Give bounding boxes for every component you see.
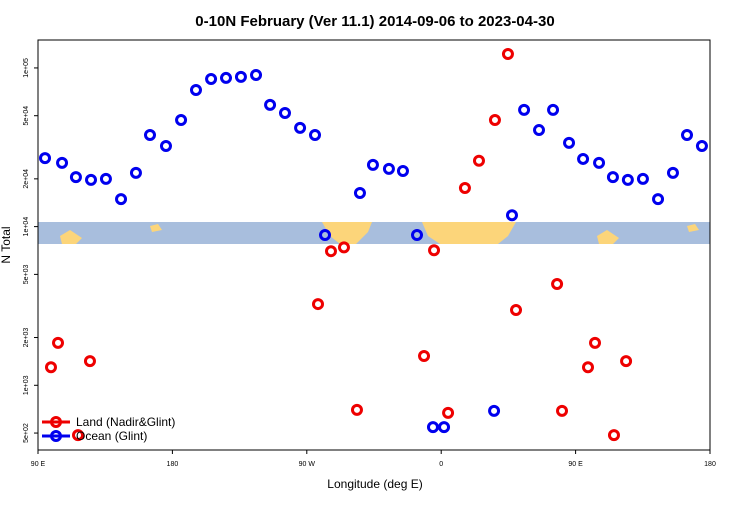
x-tick-label: 90 E [31,461,46,468]
chart-title: 0-10N February (Ver 11.1) 2014-09-06 to … [195,13,554,30]
y-tick-label: 2e+03 [23,328,30,348]
point [129,166,142,179]
point [353,186,366,199]
map-land [60,230,82,244]
y-tick-label: 5e+04 [23,106,30,126]
point [488,113,501,126]
point [428,244,441,257]
legend-label: Land (Nadir&Glint) [76,415,175,429]
point [426,421,439,434]
x-tick-label: 90 W [299,461,316,468]
point [144,128,156,141]
point [83,355,96,368]
point [99,172,112,185]
y-tick-label: 2e+04 [23,169,30,189]
point [438,421,451,434]
point [309,128,322,141]
point [312,298,324,311]
point [44,361,57,374]
point [593,156,606,169]
point [319,229,332,242]
point [69,171,82,184]
point [205,72,218,85]
point [606,171,619,184]
point [505,209,518,222]
point [396,165,409,178]
point [234,70,247,83]
point [695,140,708,153]
point [636,172,649,185]
point [366,158,379,171]
point [621,173,634,186]
y-tick-label: 5e+02 [23,423,30,443]
map-land [422,222,516,244]
point [518,103,531,116]
map-land [322,222,372,244]
point [411,229,424,242]
x-tick-label: 180 [704,461,716,468]
y-tick-label: 1e+03 [23,375,30,395]
point [220,71,233,84]
point [533,124,546,137]
series [39,68,708,434]
point [589,336,602,349]
point [278,107,291,120]
point [264,98,277,111]
point [547,103,560,116]
legend-marker [50,416,62,428]
x-tick-label: 90 E [568,461,583,468]
y-axis-label: N Total [0,226,13,263]
point [382,162,395,175]
point [294,121,307,134]
map-land [687,224,699,232]
point [85,173,98,186]
point [510,304,523,317]
point [52,336,65,349]
point [189,84,202,97]
map-land [150,224,162,232]
point [175,113,188,126]
series [44,47,633,442]
point [472,154,485,167]
point [652,193,665,206]
point [681,128,694,141]
legend: Land (Nadir&Glint)Ocean (Glint) [42,415,175,443]
point [577,152,590,165]
point [501,47,514,60]
y-tick-label: 5e+03 [23,264,30,284]
map-land [597,230,619,244]
point [551,277,564,290]
y-tick-label: 1e+04 [23,217,30,237]
point [418,349,431,362]
point [39,152,52,165]
point [337,241,350,254]
point [442,406,455,419]
point [72,429,85,442]
point [607,429,620,442]
point [556,404,569,417]
map-band [38,222,710,244]
point [581,361,594,374]
plot-frame [37,39,711,451]
legend-label: Ocean (Glint) [76,429,147,443]
legend-marker [50,430,62,442]
point [115,193,128,206]
point [324,245,337,258]
map-ocean [38,222,710,244]
point [56,156,69,169]
x-tick-label: 180 [167,461,179,468]
point [458,182,471,195]
x-axis-label: Longitude (deg E) [327,477,422,491]
y-tick-label: 1e+05 [23,58,30,78]
point [666,166,679,179]
point [350,403,363,416]
point [563,136,576,149]
point [250,68,263,81]
point [620,355,633,368]
point [159,140,172,153]
point [488,404,501,417]
x-tick-label: 0 [439,461,443,468]
